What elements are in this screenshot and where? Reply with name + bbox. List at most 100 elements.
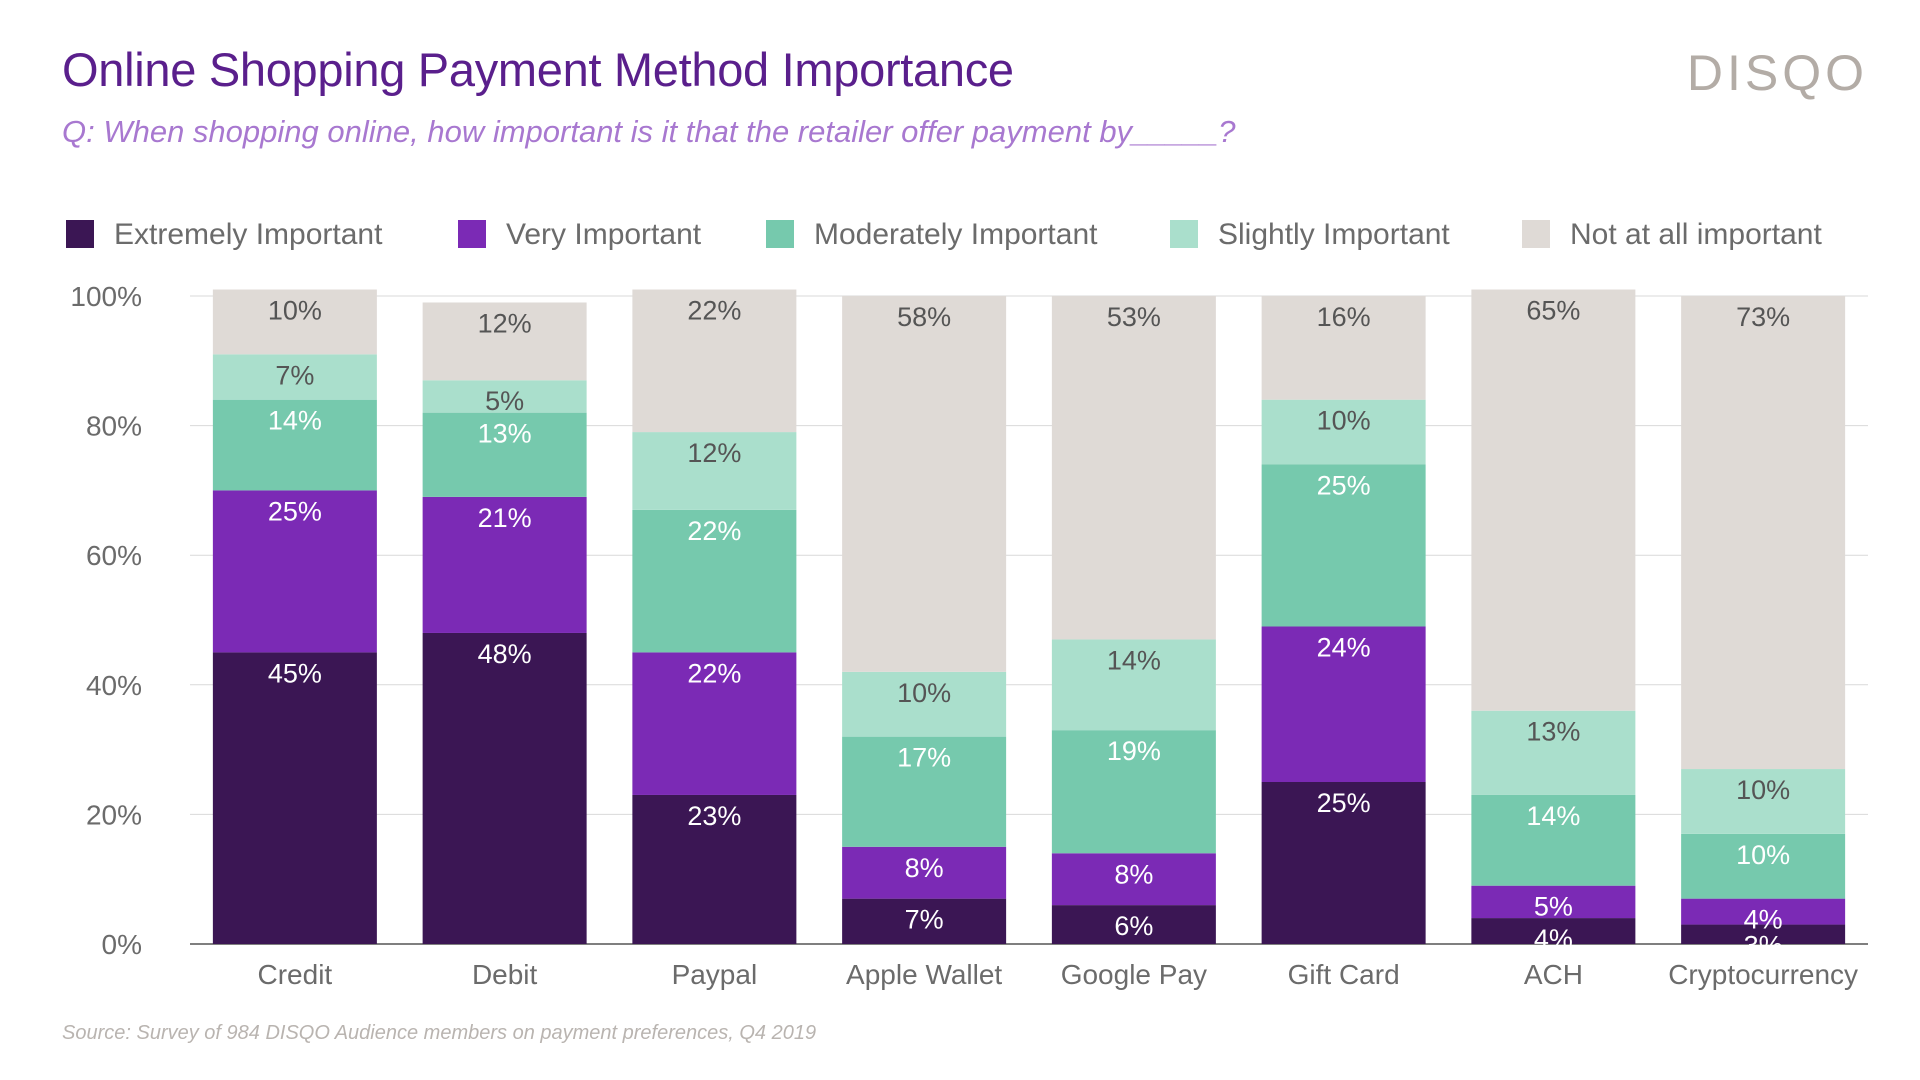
data-label: 10%: [1736, 840, 1790, 870]
data-label: 10%: [268, 296, 322, 326]
legend-swatch: [1522, 220, 1550, 248]
bar-segment: [1471, 289, 1636, 711]
bar-segment: [842, 671, 1007, 737]
data-label: 25%: [1317, 470, 1371, 500]
data-label: 25%: [268, 496, 322, 526]
data-label: 3%: [1744, 931, 1783, 961]
bar-segment: [1471, 794, 1636, 886]
data-label: 16%: [1317, 302, 1371, 332]
data-label: 17%: [897, 743, 951, 773]
bar-segment: [212, 399, 377, 491]
data-label: 24%: [1317, 632, 1371, 662]
category-label: Google Pay: [1061, 959, 1207, 990]
data-label: 7%: [275, 360, 314, 390]
bar-segment: [1681, 769, 1846, 834]
bar-segment: [632, 509, 797, 653]
bar-segment: [422, 412, 587, 497]
data-label: 48%: [478, 639, 532, 669]
bar-segment: [1051, 853, 1216, 906]
data-label: 25%: [1317, 788, 1371, 818]
bar-segment: [842, 846, 1007, 899]
data-label: 22%: [687, 516, 741, 546]
bar-segment: [632, 652, 797, 795]
legend-swatch: [458, 220, 486, 248]
data-label: 14%: [268, 406, 322, 436]
bar-segment: [1051, 639, 1216, 731]
legend-item-label: Extremely Important: [114, 218, 383, 251]
y-tick-label: 40%: [86, 670, 142, 701]
data-label: 12%: [478, 308, 532, 338]
legend-item-label: Very Important: [506, 218, 702, 251]
legend-swatch: [1170, 220, 1198, 248]
data-label: 8%: [1114, 859, 1153, 889]
y-tick-label: 100%: [70, 281, 142, 312]
bar-segment: [422, 302, 587, 381]
y-tick-label: 60%: [86, 540, 142, 571]
bar-segment: [1471, 885, 1636, 919]
data-label: 58%: [897, 302, 951, 332]
data-label: 14%: [1107, 645, 1161, 675]
category-label: Apple Wallet: [846, 959, 1002, 990]
bar-segment: [632, 794, 797, 944]
data-label: 65%: [1526, 296, 1580, 326]
data-label: 10%: [1317, 406, 1371, 436]
data-label: 22%: [687, 296, 741, 326]
data-label: 53%: [1107, 302, 1161, 332]
data-label: 6%: [1114, 911, 1153, 941]
data-label: 5%: [1534, 892, 1573, 922]
data-label: 45%: [268, 658, 322, 688]
bar-segment: [1471, 710, 1636, 795]
bar-segment: [842, 898, 1007, 944]
data-label: 8%: [905, 853, 944, 883]
category-label: Debit: [472, 959, 538, 990]
bar-segment: [1051, 296, 1216, 640]
bar-segment: [1261, 296, 1426, 400]
y-tick-label: 80%: [86, 411, 142, 442]
legend-item-label: Not at all important: [1570, 218, 1822, 251]
data-label: 10%: [897, 678, 951, 708]
bar-segment: [842, 296, 1007, 672]
data-label: 19%: [1107, 736, 1161, 766]
category-label: Gift Card: [1288, 959, 1400, 990]
chart-title: Online Shopping Payment Method Importanc…: [62, 43, 1014, 96]
bar-segment: [1681, 296, 1846, 770]
bar-segment: [212, 289, 377, 355]
data-label: 13%: [1526, 717, 1580, 747]
legend-swatch: [66, 220, 94, 248]
data-label: 7%: [905, 905, 944, 935]
bar-segment: [212, 490, 377, 653]
data-label: 23%: [687, 801, 741, 831]
data-label: 12%: [687, 438, 741, 468]
bar-segment: [1261, 399, 1426, 465]
bar-segment: [632, 289, 797, 433]
data-label: 5%: [485, 386, 524, 416]
legend-item-label: Moderately Important: [814, 218, 1098, 251]
bar-segment: [422, 632, 587, 944]
data-label: 22%: [687, 658, 741, 688]
category-label: Paypal: [672, 959, 758, 990]
data-label: 13%: [478, 419, 532, 449]
y-tick-label: 0%: [102, 929, 142, 960]
bar-segment: [1681, 898, 1846, 925]
legend-swatch: [766, 220, 794, 248]
data-label: 10%: [1736, 775, 1790, 805]
bar-segment: [1681, 833, 1846, 899]
data-label: 73%: [1736, 302, 1790, 332]
bar-segment: [842, 736, 1007, 847]
data-label: 21%: [478, 503, 532, 533]
category-label: Credit: [258, 959, 333, 990]
bar-segment: [1261, 464, 1426, 627]
chart-subtitle: Q: When shopping online, how important i…: [62, 114, 1236, 149]
legend-item-label: Slightly Important: [1218, 218, 1450, 251]
bar-segment: [422, 380, 587, 413]
bar-segment: [632, 432, 797, 510]
bar-segment: [1681, 924, 1846, 944]
y-tick-label: 20%: [86, 799, 142, 830]
bar-segment: [1051, 905, 1216, 944]
bar-segment: [212, 652, 377, 944]
bar-segment: [1051, 730, 1216, 854]
data-label: 14%: [1526, 801, 1580, 831]
bar-segment: [1471, 918, 1636, 944]
category-label: Cryptocurrency: [1668, 959, 1858, 990]
